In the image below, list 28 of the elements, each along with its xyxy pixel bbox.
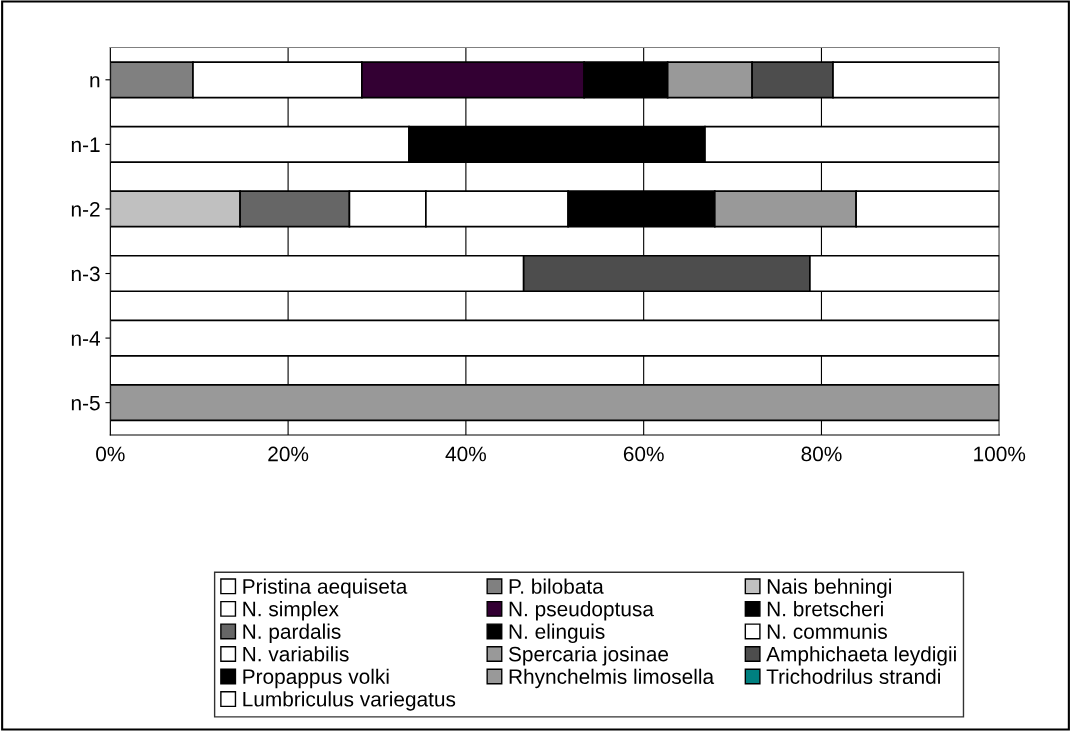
legend-label: N. bretscheri	[767, 601, 883, 617]
legend-label: N. elinguis	[509, 623, 605, 644]
legend-label: N. variabilis	[243, 646, 349, 662]
y-tick-label: n-5	[71, 395, 100, 411]
legend-label: Lumbriculus variegatus	[243, 691, 456, 711]
legend-label: P. bilobata	[509, 578, 604, 594]
y-tick-label: n-1	[71, 137, 100, 152]
legend-label: N. pseudoptusa	[509, 601, 654, 621]
x-tick-label: 0%	[96, 446, 125, 462]
x-tick-label: 80%	[801, 446, 842, 462]
y-tick-label: n	[90, 76, 100, 88]
y-tick-label: n-4	[71, 331, 100, 346]
legend-label: Nais behningi	[767, 578, 891, 598]
legend-label: N. pardalis	[243, 623, 341, 644]
x-tick-label: 60%	[623, 446, 664, 462]
legend-label: Pristina aequiseta	[243, 578, 408, 598]
x-tick-label: 100%	[974, 446, 1026, 462]
legend-label: N. communis	[767, 623, 887, 639]
legend-label: Rhynchelmis limosella	[509, 668, 715, 689]
legend-label: N. simplex	[243, 601, 339, 621]
y-tick-label: n-2	[71, 201, 100, 217]
legend-label: Amphichaeta leydigii	[766, 646, 956, 666]
y-tick-label: n-3	[71, 266, 100, 282]
legend-label: Spercaria josinae	[508, 646, 669, 666]
x-tick-label: 40%	[445, 446, 486, 462]
x-tick-label: 20%	[268, 446, 309, 462]
legend-label: Propappus volki	[243, 668, 389, 689]
legend-label: Trichodrilus strandi	[766, 668, 940, 685]
